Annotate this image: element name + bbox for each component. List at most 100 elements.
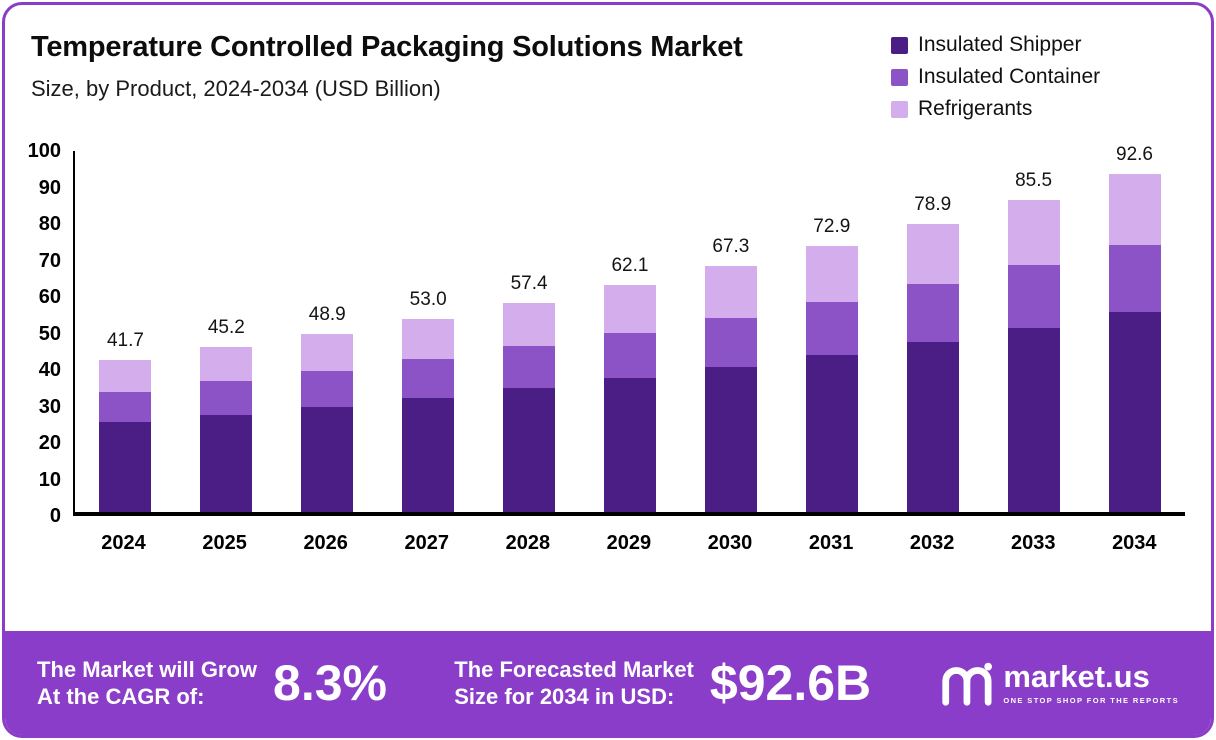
legend-swatch-insulated-shipper [891, 36, 908, 54]
brand-name: market.us [1003, 659, 1150, 694]
bar-2031: 72.9 [805, 151, 858, 512]
y-tick-label: 0 [49, 505, 61, 527]
segment-insulated-shipper [704, 367, 757, 512]
chart-header: Temperature Controlled Packaging Solutio… [5, 5, 1211, 121]
bar-total-label: 85.5 [1015, 169, 1053, 191]
x-axis-label-2031: 2031 [808, 532, 854, 554]
segment-insulated-shipper [99, 422, 152, 512]
brand-tagline: ONE STOP SHOP FOR THE REPORTS [1003, 696, 1179, 705]
segment-insulated-container [603, 332, 656, 379]
segment-refrigerants [301, 333, 354, 371]
segment-insulated-shipper [402, 397, 455, 512]
segment-insulated-container [906, 284, 959, 342]
y-tick-label: 30 [38, 395, 61, 418]
cagr-label-line1: The Market will Grow [37, 656, 258, 682]
segment-insulated-container [402, 359, 455, 398]
bar-2025: 45.2 [200, 151, 253, 512]
segment-insulated-container [301, 370, 354, 407]
bar-total-label: 67.3 [712, 236, 750, 258]
x-axis-label-2034: 2034 [1112, 532, 1157, 554]
y-tick-label: 20 [38, 432, 61, 454]
y-tick-label: 50 [38, 322, 61, 345]
bar-2024: 41.7 [99, 151, 152, 512]
x-axis-label-2026: 2026 [303, 532, 348, 554]
segment-insulated-container [805, 301, 858, 356]
market-us-logo-icon [942, 662, 993, 706]
cagr-group: The Market will Grow At the CAGR of: 8.3… [37, 654, 387, 712]
legend-item-insulated-shipper: Insulated Shipper [891, 33, 1181, 57]
footer-banner: The Market will Grow At the CAGR of: 8.3… [5, 631, 1211, 735]
bar-total-label: 62.1 [611, 255, 649, 277]
y-axis: 0 10 20 30 40 50 60 70 80 90 100 [13, 140, 73, 527]
segment-insulated-shipper [603, 378, 656, 512]
y-tick-label: 80 [38, 213, 61, 235]
legend-label: Insulated Container [918, 65, 1101, 88]
legend-swatch-refrigerants [891, 100, 908, 118]
segment-refrigerants [603, 285, 656, 333]
y-tick-label: 60 [38, 286, 61, 308]
segment-refrigerants [1108, 174, 1161, 245]
cagr-label-line2: At the CAGR of: [37, 684, 205, 709]
segment-insulated-shipper [906, 341, 959, 512]
bar-total-label: 72.9 [813, 215, 851, 237]
x-axis-label-2027: 2027 [404, 532, 450, 554]
cagr-value: 8.3% [273, 655, 388, 711]
chart-area: 0 10 20 30 40 50 60 70 80 90 100 41.7 45.2 48.9 53.0 5… [5, 140, 1211, 555]
x-axis-label-2024: 2024 [101, 532, 146, 554]
bar-2027: 53.0 [402, 151, 455, 512]
segment-insulated-shipper [503, 388, 556, 512]
bar-2032: 78.9 [906, 151, 959, 512]
bar-2029: 62.1 [603, 151, 656, 512]
title-block: Temperature Controlled Packaging Solutio… [31, 31, 743, 102]
x-axis-label-2025: 2025 [202, 532, 247, 554]
forecast-label-line2: Size for 2034 in USD: [454, 684, 675, 709]
x-axis-labels: 2024 2025 2026 2027 2028 2029 2030 2031 2032 2033… [73, 532, 1185, 555]
forecast-value: $92.6B [709, 655, 872, 711]
segment-insulated-container [99, 391, 152, 423]
legend: Insulated Shipper Insulated Container Re… [891, 31, 1181, 121]
legend-item-refrigerants: Refrigerants [891, 97, 1181, 121]
page-subtitle: Size, by Product, 2024-2034 (USD Billion… [31, 76, 441, 101]
bar-2033: 85.5 [1007, 151, 1060, 512]
segment-refrigerants [503, 302, 556, 347]
segment-refrigerants [1007, 199, 1060, 266]
legend-label: Refrigerants [918, 97, 1033, 120]
forecast-label: The Forecasted Market Size for 2034 in U… [454, 656, 694, 711]
segment-insulated-container [1007, 265, 1060, 328]
cagr-label: The Market will Grow At the CAGR of: [37, 656, 257, 711]
forecast-group: The Forecasted Market Size for 2034 in U… [454, 654, 871, 712]
segment-refrigerants [99, 359, 152, 392]
bar-2030: 67.3 [704, 151, 757, 512]
y-tick-label: 100 [27, 140, 61, 162]
segment-insulated-shipper [301, 406, 354, 512]
plot-area: 41.7 45.2 48.9 53.0 57.4 62.1 67.3 72.9 78.9 85.5… [73, 144, 1185, 516]
y-tick-label: 40 [38, 359, 61, 381]
segment-insulated-container [200, 381, 253, 415]
x-axis-label-2033: 2033 [1010, 532, 1056, 554]
segment-insulated-shipper [1007, 327, 1060, 512]
legend-item-insulated-container: Insulated Container [891, 65, 1181, 89]
x-axis-label-2032: 2032 [909, 532, 955, 554]
x-axis-label-2028: 2028 [505, 532, 551, 554]
segment-insulated-shipper [805, 355, 858, 512]
legend-swatch-insulated-container [891, 68, 908, 86]
segment-insulated-shipper [1108, 312, 1161, 512]
page-title: Temperature Controlled Packaging Solutio… [31, 31, 743, 63]
segment-refrigerants [805, 245, 858, 302]
bar-total-label: 48.9 [308, 303, 346, 325]
segment-insulated-shipper [200, 414, 253, 512]
segment-insulated-container [1108, 244, 1161, 313]
y-tick-label: 10 [38, 468, 61, 491]
forecast-label-line1: The Forecasted Market [454, 656, 694, 682]
bar-2028: 57.4 [503, 151, 556, 512]
segment-insulated-container [704, 317, 757, 368]
bar-2034: 92.6 [1108, 144, 1161, 512]
segment-refrigerants [200, 347, 253, 382]
segment-refrigerants [906, 224, 959, 285]
bar-total-label: 57.4 [510, 272, 548, 294]
bar-total-label: 92.6 [1116, 144, 1154, 166]
segment-refrigerants [704, 266, 757, 318]
logo-text: market.us ONE STOP SHOP FOR THE REPORTS [1003, 661, 1179, 705]
segment-refrigerants [402, 318, 455, 360]
